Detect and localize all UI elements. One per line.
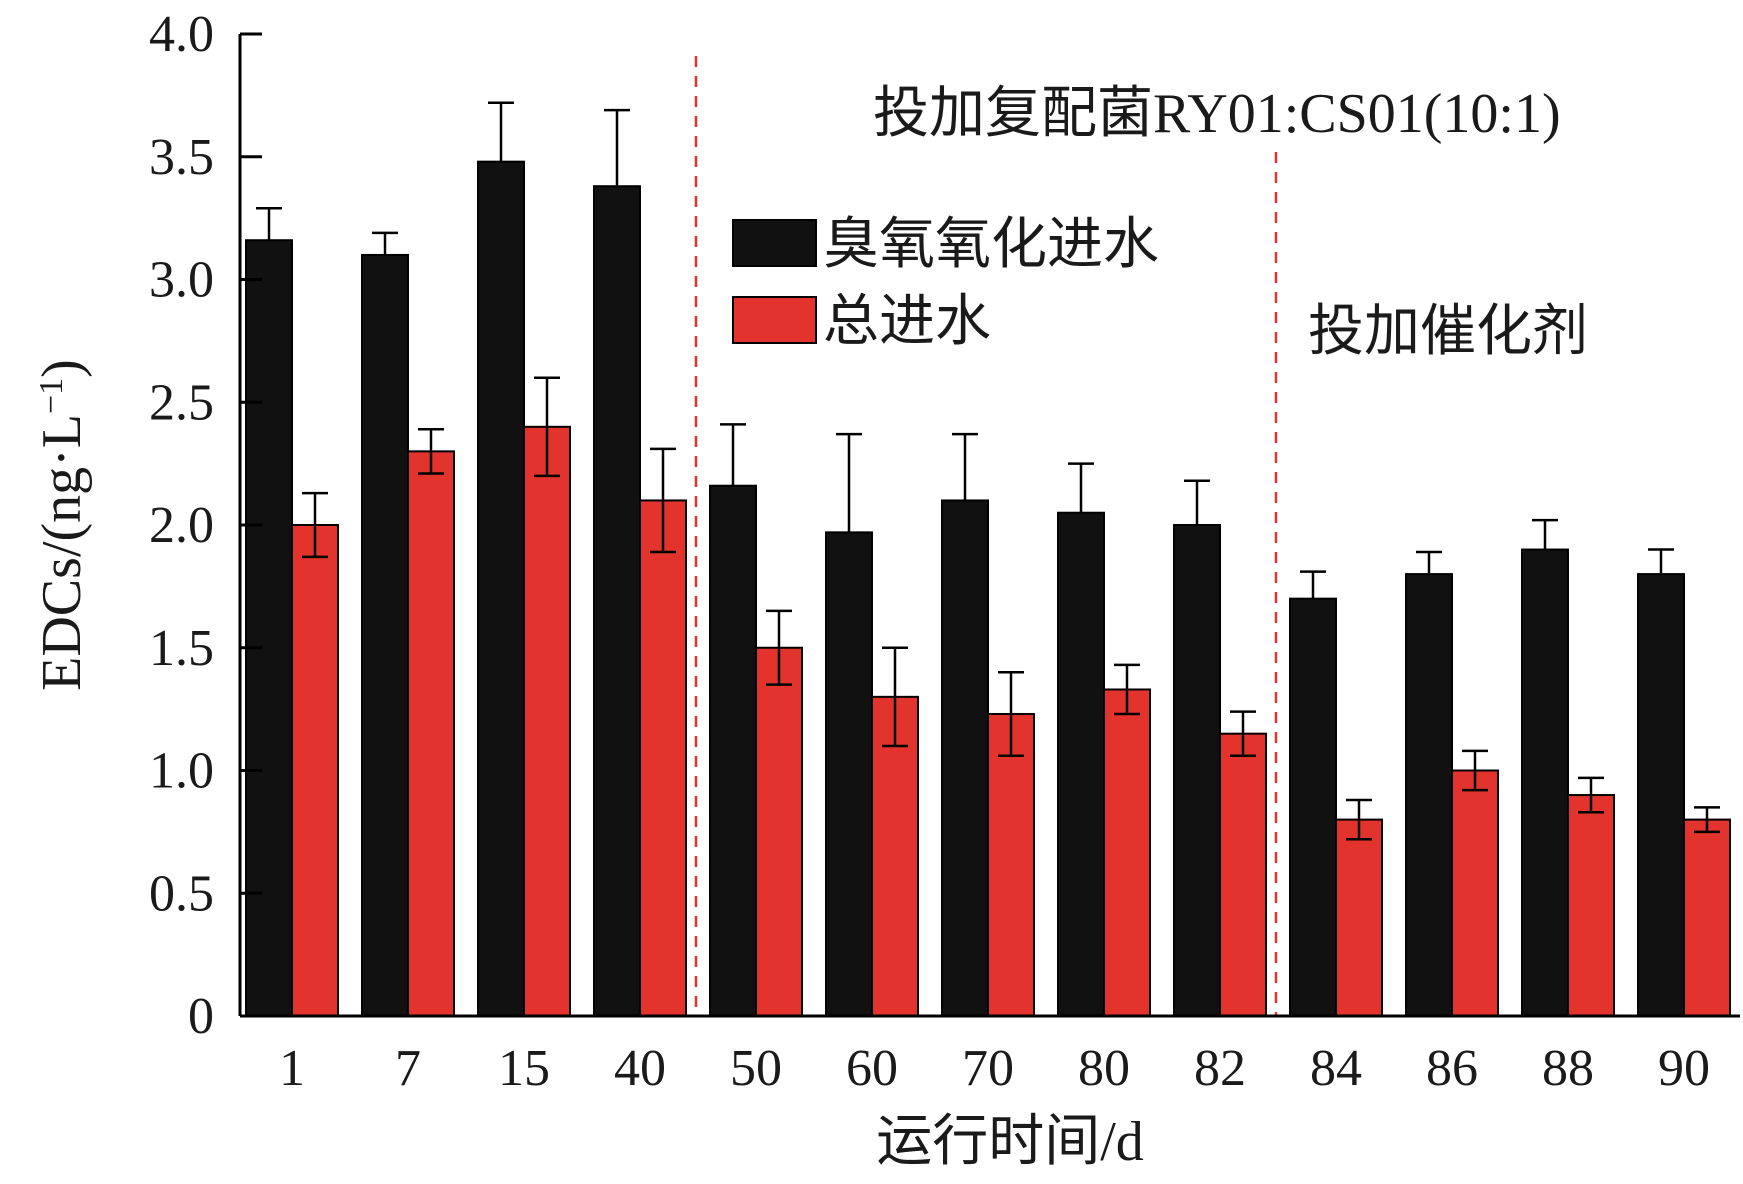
bar-ozone [477,160,525,1018]
bar-ozone [1173,524,1221,1017]
y-tick-label: 2.5 [149,374,214,431]
bar-ozone [361,253,409,1017]
bar-total [1683,818,1731,1017]
y-axis-title-main: EDCs/(ng·L [31,414,93,691]
y-tick-label: 2.0 [149,497,214,554]
y-ticks: 0 0.5 1.0 1.5 2.0 2.5 3.0 3.5 4.0 [149,6,262,1045]
bar-total [523,425,571,1017]
bar-total [871,695,919,1017]
annotation-catalyst: 投加催化剂 [1308,301,1588,363]
y-axis-title-sup: −1 [33,378,70,414]
x-tick-label: 84 [1310,1040,1362,1097]
bar-ozone [709,484,757,1018]
bar-ozone [1405,573,1453,1017]
x-ticks: 1 7 15 40 50 60 70 80 82 84 86 88 90 [279,1040,1710,1097]
bar-ozone [941,499,989,1017]
x-tick-label: 88 [1542,1040,1594,1097]
y-tick-label: 4.0 [149,6,214,63]
x-tick-label: 1 [279,1040,305,1097]
x-tick-label: 7 [395,1040,421,1097]
x-tick-label: 40 [614,1040,666,1097]
legend-label-total: 总进水 [823,291,991,353]
y-tick-label: 0.5 [149,865,214,922]
bar-ozone [1521,548,1569,1017]
legend: 臭氧氧化进水 总进水 [732,214,1159,353]
legend-label-ozone: 臭氧氧化进水 [823,214,1159,276]
bar-ozone [1637,573,1685,1017]
x-tick-label: 86 [1426,1040,1478,1097]
y-tick-label: 3.0 [149,252,214,309]
error-bars-layer [256,101,1720,841]
bar-total [1103,688,1151,1017]
y-axis-title: EDCs/(ng·L−1) [31,359,93,691]
bar-total [755,646,803,1017]
phase-dividers [694,56,1278,1016]
bar-ozone [245,239,293,1018]
legend-swatch-total [732,296,817,344]
x-tick-label: 70 [962,1040,1014,1097]
legend-swatch-ozone [732,219,817,267]
y-axis-title-close: ) [31,359,93,378]
bar-total [1451,769,1499,1017]
bar-total [291,524,339,1017]
y-tick-label: 0 [188,988,214,1045]
y-tick-label: 1.0 [149,743,214,800]
y-tick-label: 3.5 [149,129,214,186]
bar-total [1219,732,1267,1017]
x-tick-label: 80 [1078,1040,1130,1097]
bar-ozone [593,185,641,1017]
x-tick-label: 15 [498,1040,550,1097]
annotation-bacteria: 投加复配菌RY01:CS01(10:1) [873,83,1561,145]
y-tick-label: 1.5 [149,620,214,677]
x-tick-label: 82 [1194,1040,1246,1097]
x-axis-title: 运行时间/d [876,1111,1144,1173]
bar-ozone [1057,511,1105,1017]
bar-ozone [825,531,873,1017]
x-tick-label: 50 [730,1040,782,1097]
bar-total [987,713,1035,1017]
x-tick-label: 90 [1658,1040,1710,1097]
bar-total [639,499,687,1017]
bar-total [407,450,455,1018]
x-tick-label: 60 [846,1040,898,1097]
bar-total [1567,794,1615,1017]
bar-ozone [1289,597,1337,1018]
bar-total [1335,818,1383,1017]
bars-layer [245,160,1731,1018]
